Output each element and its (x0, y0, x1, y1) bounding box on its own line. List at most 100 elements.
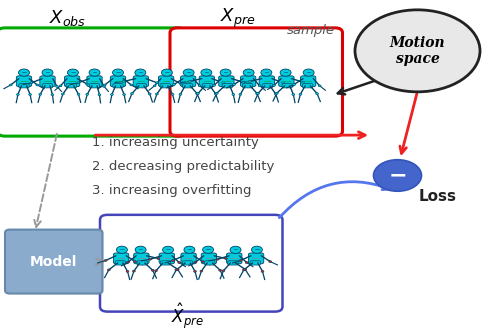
FancyBboxPatch shape (182, 261, 193, 265)
Circle shape (148, 258, 152, 260)
FancyBboxPatch shape (87, 76, 102, 87)
Circle shape (374, 160, 422, 191)
FancyBboxPatch shape (40, 76, 55, 87)
Circle shape (102, 86, 106, 87)
Circle shape (242, 81, 244, 83)
Circle shape (110, 93, 114, 95)
Text: $X_{obs}$: $X_{obs}$ (49, 8, 86, 28)
Circle shape (104, 84, 106, 86)
Circle shape (42, 69, 53, 76)
Circle shape (135, 69, 146, 76)
Circle shape (178, 262, 180, 263)
FancyBboxPatch shape (204, 261, 215, 265)
FancyBboxPatch shape (199, 76, 214, 87)
Circle shape (282, 82, 284, 84)
Circle shape (179, 93, 182, 95)
Circle shape (176, 268, 179, 270)
Circle shape (16, 93, 20, 95)
FancyBboxPatch shape (100, 215, 282, 312)
Circle shape (292, 84, 296, 85)
FancyBboxPatch shape (302, 84, 313, 88)
Circle shape (239, 259, 242, 261)
FancyBboxPatch shape (115, 261, 126, 265)
Text: 3. increasing overfitting: 3. increasing overfitting (92, 184, 252, 197)
Circle shape (135, 246, 146, 253)
FancyBboxPatch shape (66, 84, 76, 88)
Circle shape (302, 81, 304, 83)
Circle shape (219, 269, 222, 271)
Circle shape (232, 84, 235, 85)
Circle shape (134, 261, 136, 262)
Circle shape (224, 257, 228, 259)
Circle shape (98, 94, 101, 96)
FancyBboxPatch shape (262, 84, 272, 88)
FancyBboxPatch shape (64, 76, 80, 87)
Circle shape (201, 69, 212, 76)
Circle shape (252, 246, 262, 253)
FancyBboxPatch shape (222, 84, 232, 88)
Circle shape (246, 262, 248, 263)
FancyBboxPatch shape (137, 261, 147, 265)
Circle shape (194, 261, 197, 263)
Circle shape (196, 93, 198, 94)
FancyBboxPatch shape (259, 76, 274, 87)
Circle shape (261, 69, 272, 76)
Circle shape (184, 246, 195, 253)
FancyBboxPatch shape (226, 253, 242, 264)
Circle shape (116, 246, 128, 253)
Text: sample: sample (287, 24, 335, 37)
Text: $X_{pre}$: $X_{pre}$ (220, 7, 255, 30)
FancyBboxPatch shape (42, 84, 52, 88)
FancyBboxPatch shape (182, 84, 193, 88)
Text: −: − (388, 166, 407, 185)
Circle shape (256, 93, 260, 94)
Circle shape (39, 93, 42, 95)
Circle shape (172, 84, 176, 85)
Circle shape (212, 85, 216, 86)
Circle shape (104, 259, 107, 261)
Circle shape (171, 93, 174, 95)
FancyBboxPatch shape (19, 84, 29, 88)
FancyBboxPatch shape (180, 76, 196, 87)
Circle shape (242, 269, 246, 271)
Circle shape (172, 259, 174, 261)
Circle shape (198, 85, 201, 87)
Circle shape (243, 69, 254, 76)
Circle shape (244, 268, 246, 270)
Circle shape (188, 80, 191, 82)
Circle shape (316, 93, 318, 94)
Circle shape (258, 85, 261, 87)
FancyBboxPatch shape (228, 261, 238, 265)
Circle shape (153, 85, 156, 87)
Circle shape (214, 93, 217, 95)
Circle shape (130, 93, 134, 94)
Circle shape (10, 84, 12, 86)
Circle shape (230, 246, 241, 254)
Circle shape (56, 86, 58, 87)
FancyBboxPatch shape (250, 261, 260, 265)
Circle shape (202, 246, 213, 253)
Circle shape (183, 69, 194, 76)
FancyBboxPatch shape (218, 76, 234, 87)
Circle shape (248, 80, 251, 82)
Circle shape (28, 93, 32, 95)
Circle shape (303, 69, 314, 76)
Circle shape (59, 85, 62, 87)
Circle shape (112, 69, 124, 76)
FancyBboxPatch shape (158, 76, 174, 87)
Circle shape (86, 83, 88, 85)
FancyBboxPatch shape (160, 261, 170, 265)
Text: Model: Model (30, 255, 77, 269)
Circle shape (154, 270, 158, 272)
Text: Motion
space: Motion space (390, 36, 446, 66)
FancyBboxPatch shape (278, 76, 294, 87)
Circle shape (276, 92, 278, 94)
Circle shape (180, 83, 182, 85)
Circle shape (77, 93, 80, 95)
Circle shape (156, 82, 158, 84)
Circle shape (36, 84, 38, 86)
Circle shape (202, 261, 204, 262)
Circle shape (51, 94, 54, 96)
Circle shape (274, 93, 277, 95)
Text: 1. increasing uncertainty: 1. increasing uncertainty (92, 136, 260, 149)
